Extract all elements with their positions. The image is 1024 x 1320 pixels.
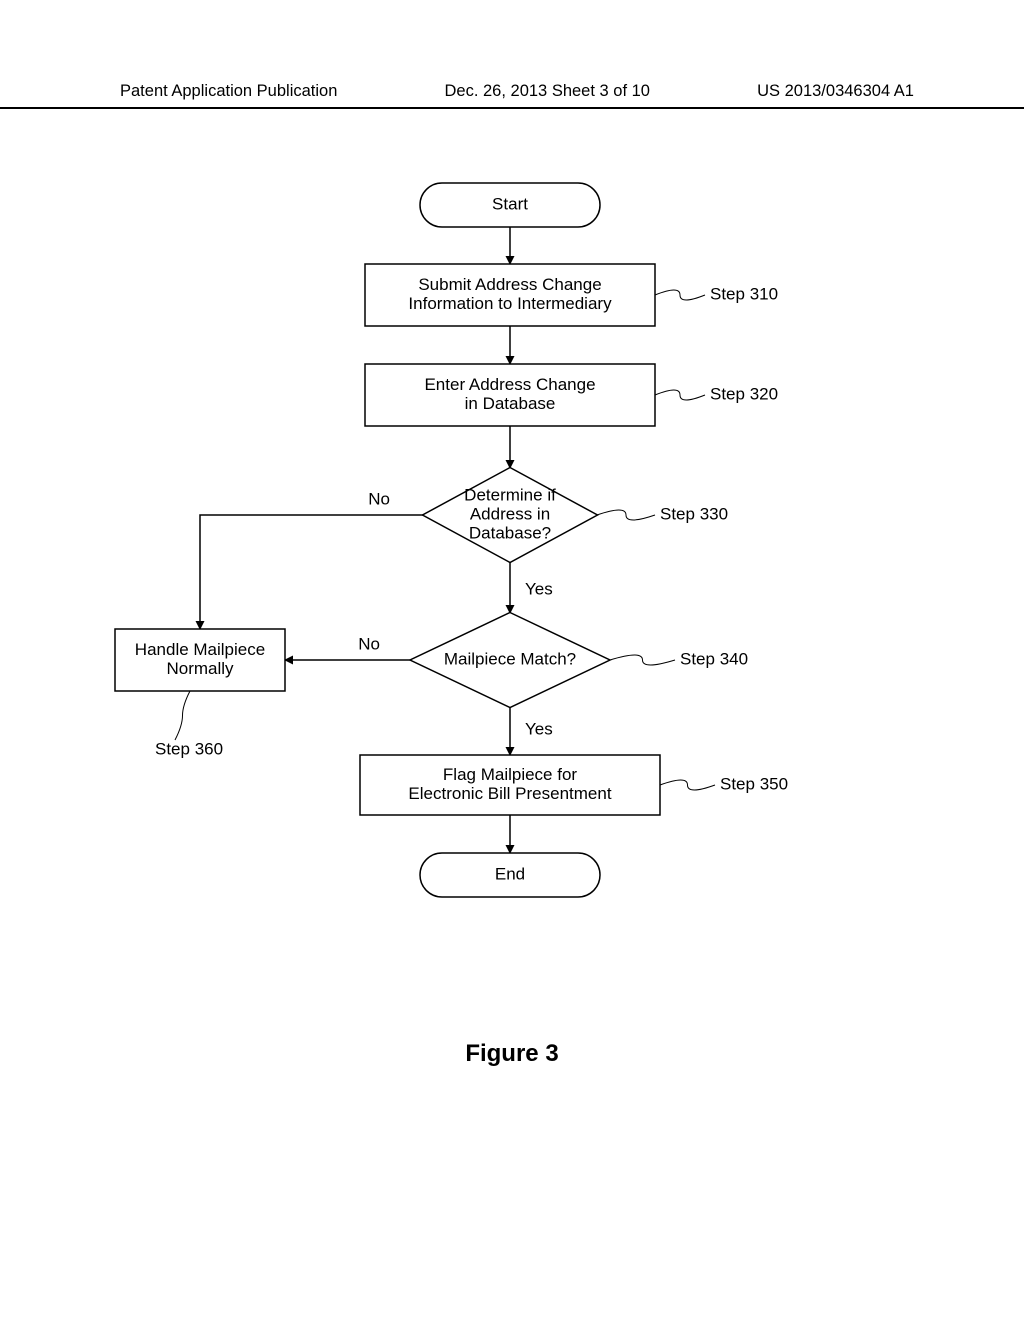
leader-squiggle xyxy=(655,390,705,400)
node-text: Flag Mailpiece for xyxy=(443,765,578,784)
page-header: Patent Application Publication Dec. 26, … xyxy=(0,82,1024,109)
leader-squiggle xyxy=(655,290,705,300)
node-step330: Determine ifAddress inDatabase? xyxy=(423,468,598,563)
node-step340: Mailpiece Match? xyxy=(410,613,610,708)
step-label: Step 330 xyxy=(660,504,728,523)
leader-squiggle xyxy=(610,655,675,665)
figure-caption: Figure 3 xyxy=(0,1040,1024,1068)
header-right: US 2013/0346304 A1 xyxy=(757,82,914,101)
step-label: Step 340 xyxy=(680,649,748,668)
header-row: Patent Application Publication Dec. 26, … xyxy=(0,82,1024,101)
header-mid: Dec. 26, 2013 Sheet 3 of 10 xyxy=(445,82,651,101)
edge-label: No xyxy=(358,634,380,653)
node-text: in Database xyxy=(465,394,556,413)
edge-label: Yes xyxy=(525,719,553,738)
flowchart-diagram: Yes Yes No No Start Submit Address ChangeInfo… xyxy=(80,170,930,1070)
step-label: Step 310 xyxy=(710,284,778,303)
leader-squiggle xyxy=(660,780,715,790)
edge-label: No xyxy=(368,489,390,508)
node-end: End xyxy=(420,853,600,897)
flow-edge xyxy=(200,515,423,629)
step-label: Step 320 xyxy=(710,384,778,403)
node-text: Determine if xyxy=(464,485,556,504)
step-label: Step 360 xyxy=(155,739,223,758)
node-step310: Submit Address ChangeInformation to Inte… xyxy=(365,264,655,326)
node-text: Mailpiece Match? xyxy=(444,649,576,668)
leader-squiggle xyxy=(175,691,190,740)
node-text: Electronic Bill Presentment xyxy=(408,784,611,803)
edge-label: Yes xyxy=(525,579,553,598)
node-text: Normally xyxy=(166,659,234,678)
node-text: Address in xyxy=(470,504,550,523)
node-step320: Enter Address Changein Database xyxy=(365,364,655,426)
node-step350: Flag Mailpiece forElectronic Bill Presen… xyxy=(360,755,660,815)
node-text: Information to Intermediary xyxy=(408,294,612,313)
header-left: Patent Application Publication xyxy=(120,82,337,101)
node-text: End xyxy=(495,864,525,883)
node-text: Start xyxy=(492,194,528,213)
node-text: Database? xyxy=(469,523,551,542)
node-text: Enter Address Change xyxy=(424,375,595,394)
step-label: Step 350 xyxy=(720,774,788,793)
node-step360: Handle MailpieceNormally xyxy=(115,629,285,691)
node-start: Start xyxy=(420,183,600,227)
node-text: Handle Mailpiece xyxy=(135,640,265,659)
node-text: Submit Address Change xyxy=(418,275,601,294)
leader-squiggle xyxy=(597,510,655,520)
